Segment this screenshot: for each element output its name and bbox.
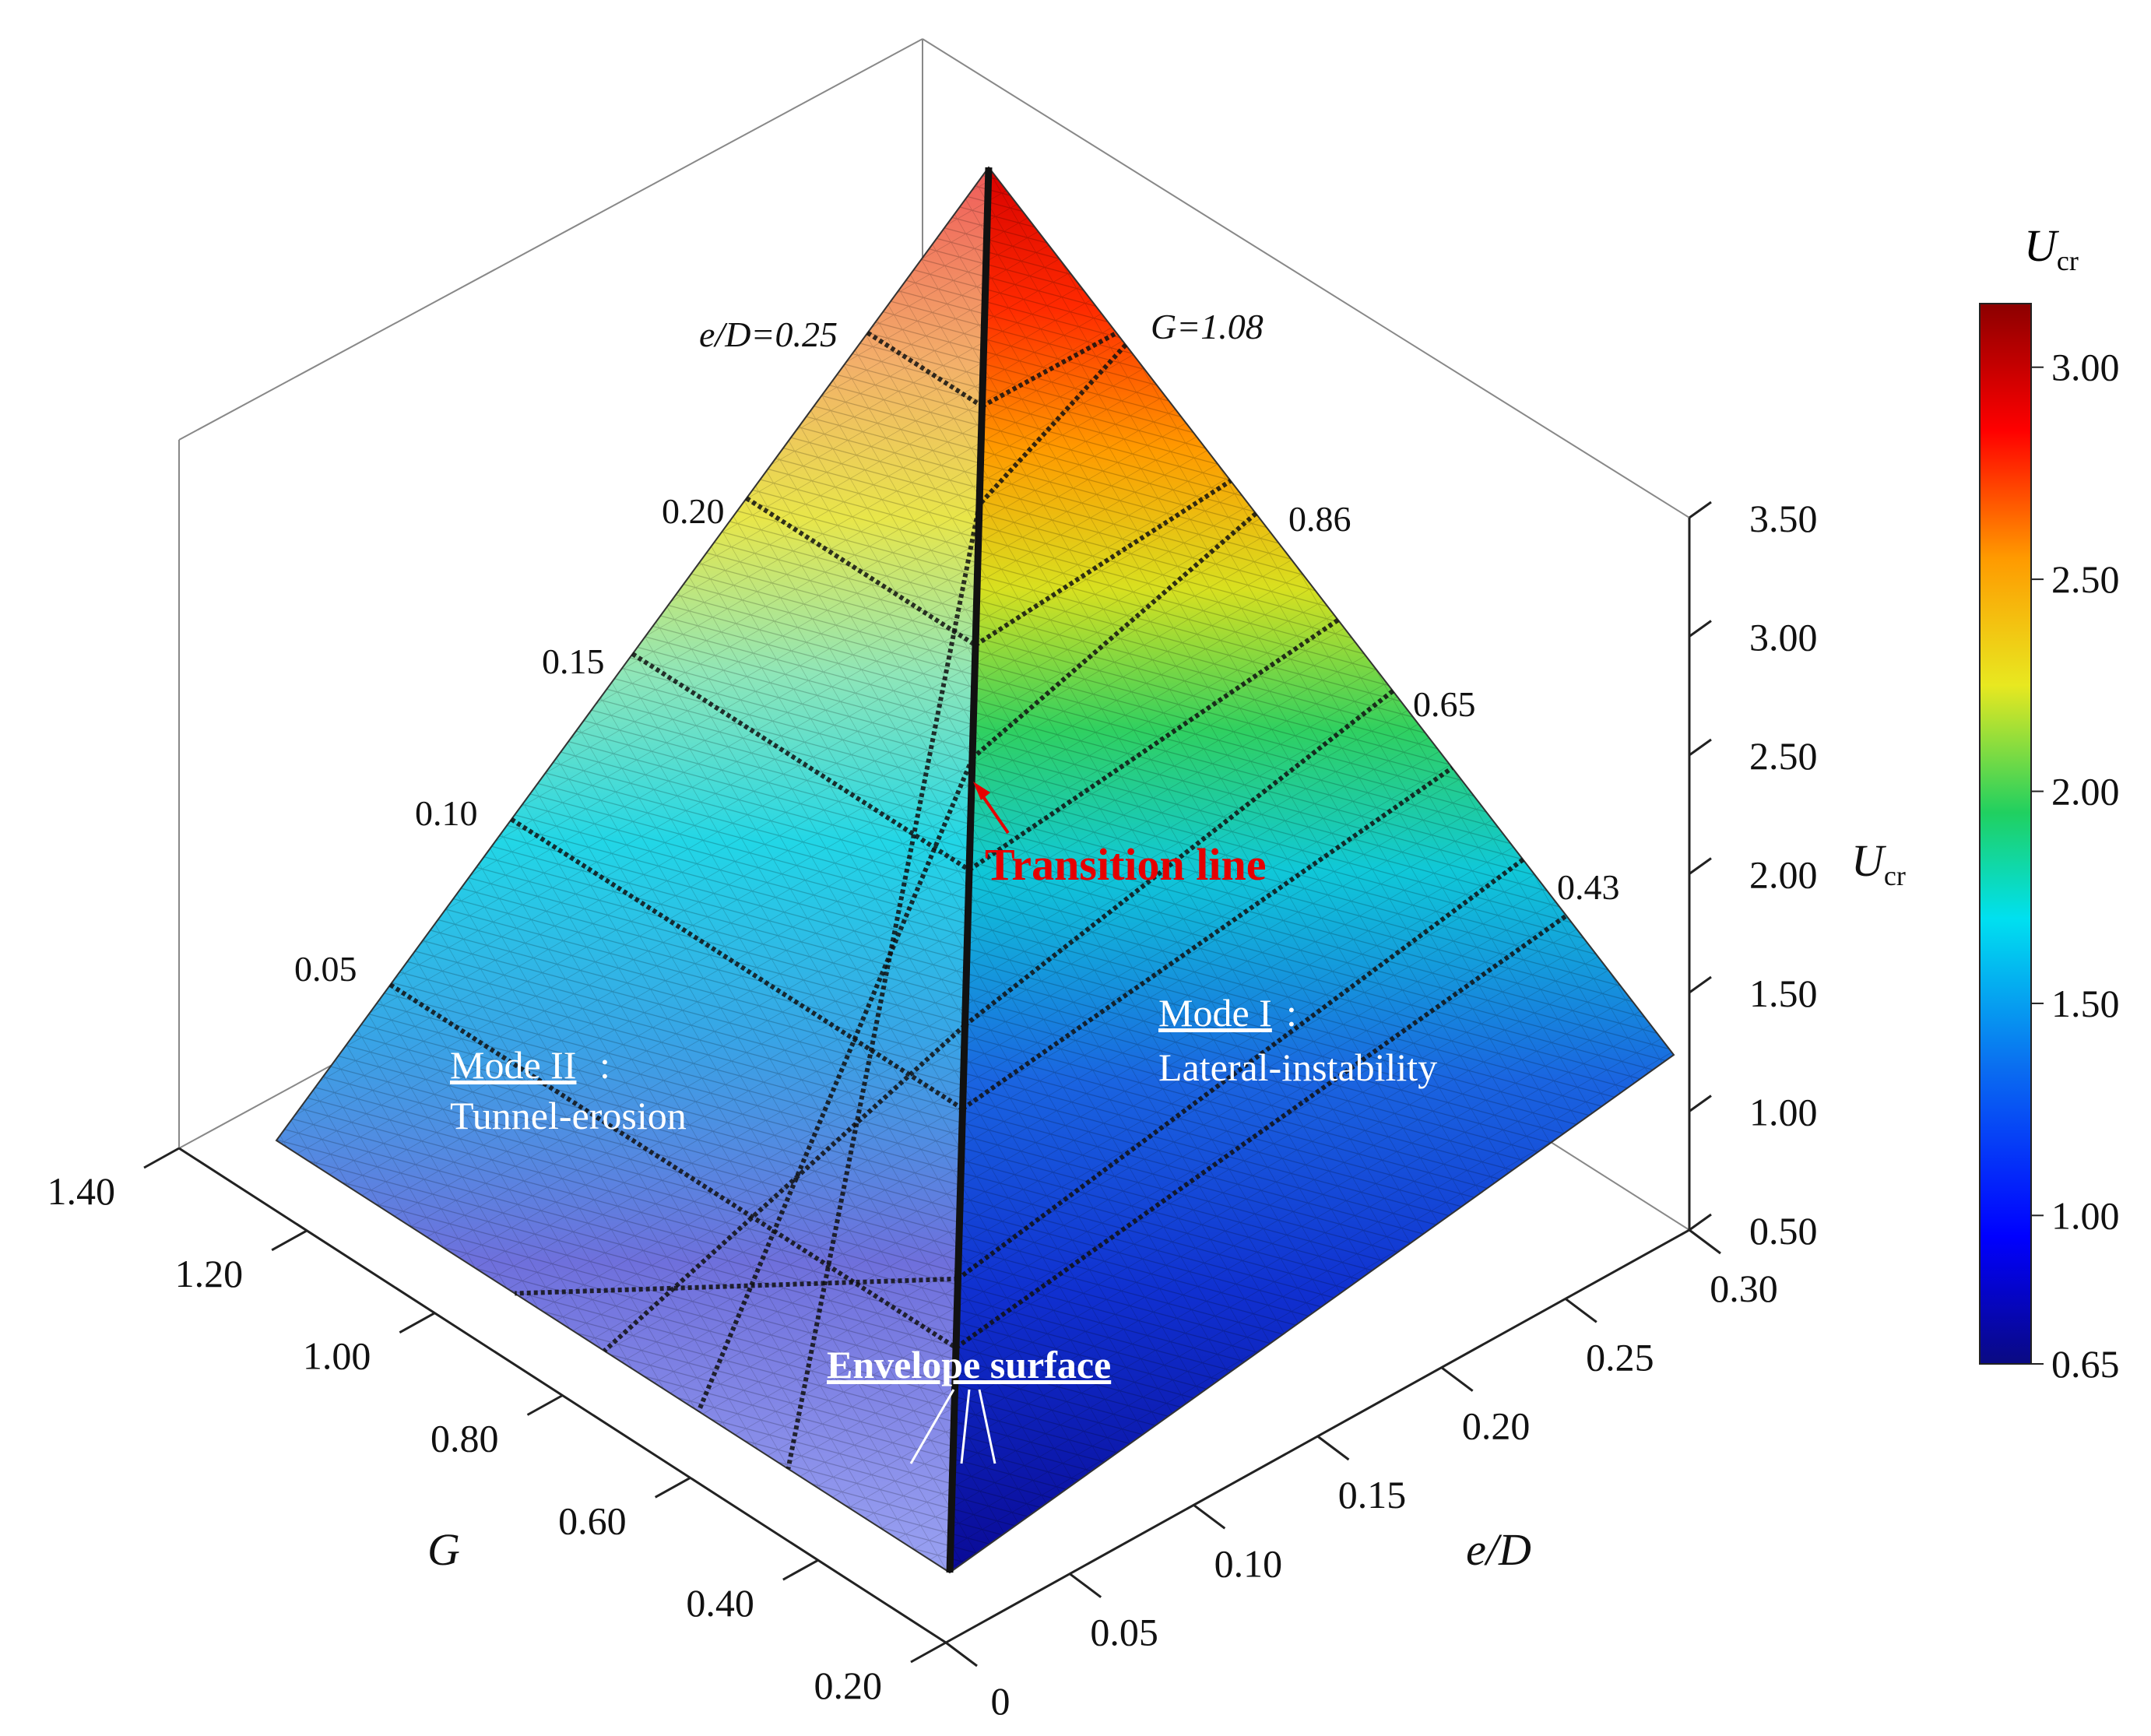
z-tick-label: 2.00: [1749, 853, 1818, 897]
g-tick-mark: [271, 1229, 308, 1252]
contour-line: [510, 817, 965, 1111]
g-tick-mark: [143, 1147, 180, 1169]
z-tick-mark: [1689, 1213, 1712, 1232]
axes: 0.50 1.00 1.50 2.00 2.50 3.00 3.50 Ucr 0.20 0.40 0…: [47, 497, 1906, 1723]
contour-labels: 0.05 0.10 0.15 0.20 e/D=0.25 0.43 0.65 0…: [294, 307, 1620, 989]
ed-tick-label: 0: [991, 1679, 1010, 1723]
colorbar: Ucr 0.65 1.00 1.50 2.00 2.50 3.00: [1979, 220, 2120, 1386]
g-tick-mark: [399, 1312, 436, 1334]
g-tick-label: 1.00: [303, 1334, 371, 1378]
g-tick-label: 0.60: [558, 1499, 627, 1542]
mode-i-title: Mode I: [1158, 991, 1272, 1035]
ed-label-015: 0.15: [542, 641, 605, 681]
contour-line: [786, 504, 982, 1470]
z-tick-mark: [1689, 738, 1712, 757]
ed-tick-mark: [1564, 1298, 1597, 1323]
envelope-pointer-lines: [909, 1389, 996, 1464]
mode-ii-desc: Tunnel-erosion: [450, 1094, 687, 1137]
z-tick-label: 2.50: [1749, 734, 1818, 778]
ed-label-005: 0.05: [294, 949, 357, 989]
ed-label-025: e/D=0.25: [699, 315, 838, 354]
ed-tick-label: 0.20: [1462, 1404, 1531, 1448]
g-label-065: 0.65: [1413, 684, 1476, 724]
z-tick-mark: [1689, 1095, 1712, 1112]
z-tick-label: 1.00: [1749, 1091, 1818, 1134]
contour-line: [696, 757, 975, 1413]
g-axis-label: G: [427, 1524, 460, 1575]
transition-arrowhead: [973, 782, 990, 800]
contour-lines: [388, 330, 1568, 1470]
contour-line: [954, 913, 1568, 1350]
ed-tick-label: 0.25: [1586, 1335, 1654, 1379]
g-tick-label: 0.40: [686, 1581, 754, 1625]
contour-line: [745, 496, 977, 648]
mode-i-desc: Lateral-instability: [1158, 1045, 1437, 1089]
contour-line: [977, 343, 1128, 507]
colorbar-tick-label: 1.00: [2051, 1193, 2120, 1237]
ed-tick-mark: [1069, 1573, 1102, 1598]
z-tick-mark: [1689, 620, 1712, 638]
z-tick-label: 3.50: [1749, 497, 1818, 540]
colorbar-tick-label: 2.00: [2051, 770, 2120, 814]
g-tick-label: 0.20: [814, 1664, 883, 1707]
z-tick-mark: [1689, 501, 1712, 519]
colorbar-tick-label: 2.50: [2051, 557, 2120, 601]
transition-line-label: Transition line: [985, 839, 1266, 890]
ed-tick-mark: [1440, 1366, 1474, 1392]
ed-label-010: 0.10: [415, 793, 478, 833]
ed-tick-mark: [1689, 1228, 1721, 1255]
g-label-108: G=1.08: [1151, 307, 1264, 346]
transition-line: [946, 167, 993, 1573]
contour-line: [961, 765, 1454, 1111]
contour-line: [631, 652, 971, 873]
g-label-043: 0.43: [1557, 867, 1620, 907]
mode-ii-title: Mode II: [450, 1043, 576, 1087]
ed-label-020: 0.20: [662, 491, 725, 531]
contour-line: [971, 511, 1258, 761]
ed-tick-mark: [1193, 1504, 1226, 1530]
z-tick-label: 1.50: [1749, 972, 1818, 1015]
contour-line: [515, 1276, 958, 1296]
mode-i-colon: :: [1286, 991, 1297, 1035]
colorbar-title: Ucr: [2024, 220, 2079, 276]
contour-line: [956, 857, 1525, 1281]
z-axis-label: Ucr: [1851, 835, 1906, 891]
z-tick-mark: [1689, 857, 1712, 875]
ed-tick-label: 0.05: [1090, 1611, 1158, 1654]
contour-line: [974, 479, 1232, 648]
ed-tick-mark: [1316, 1435, 1350, 1461]
ed-tick-label: 0.15: [1338, 1473, 1407, 1516]
contour-line: [866, 330, 984, 409]
ed-axis-label: e/D: [1466, 1524, 1531, 1575]
mode-ii-colon: :: [599, 1043, 610, 1087]
z-tick-label: 0.50: [1749, 1209, 1818, 1253]
annotations: Mode II : Tunnel-erosion Mode I : Latera…: [450, 782, 1437, 1464]
z-tick-label: 3.00: [1749, 616, 1818, 659]
g-tick-mark: [526, 1394, 564, 1416]
g-tick-mark: [910, 1641, 947, 1664]
contour-line: [981, 331, 1118, 409]
ed-tick-label: 0.10: [1214, 1541, 1283, 1585]
envelope-surface-label: Envelope surface: [827, 1343, 1111, 1386]
ed-tick-mark: [945, 1641, 978, 1667]
g-tick-label: 0.80: [431, 1417, 499, 1460]
g-tick-mark: [782, 1559, 819, 1581]
z-tick-mark: [1689, 975, 1712, 994]
colorbar-gradient: [1979, 303, 2032, 1365]
g-tick-label: 1.20: [175, 1252, 244, 1295]
g-tick-mark: [654, 1477, 691, 1499]
ed-tick-label: 0.30: [1710, 1267, 1778, 1310]
envelope-surface: [275, 166, 1675, 1574]
g-label-086: 0.86: [1288, 499, 1351, 539]
colorbar-tick-label: 3.00: [2051, 346, 2120, 389]
colorbar-tick-label: 1.50: [2051, 982, 2120, 1025]
g-tick-label: 1.40: [47, 1169, 116, 1213]
colorbar-tick-label: 0.65: [2051, 1342, 2120, 1386]
